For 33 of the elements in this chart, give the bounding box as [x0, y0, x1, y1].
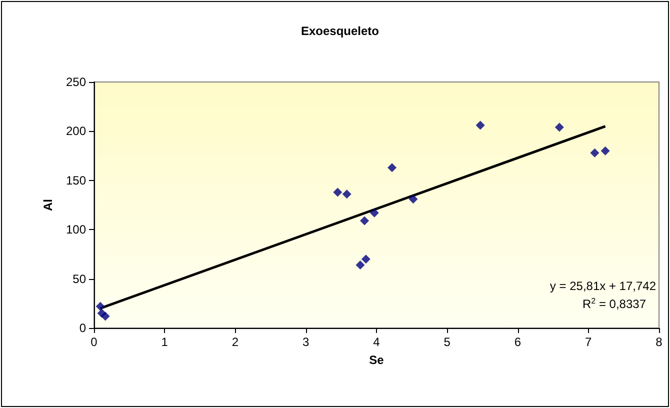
- x-tick-label: 6: [514, 335, 522, 349]
- point: [476, 120, 485, 130]
- x-tick-label: 3: [302, 335, 310, 349]
- y-tick-label: 200: [66, 124, 86, 138]
- x-tick-label: 7: [585, 335, 592, 349]
- point: [554, 122, 564, 132]
- y-tick-label: 150: [66, 173, 86, 188]
- x-tick-label: 5: [444, 335, 451, 349]
- point: [590, 148, 600, 158]
- annotation: y = 25,81x + 17,742: [550, 279, 656, 293]
- point: [361, 254, 370, 264]
- chart-title: Exoesqueleto: [300, 24, 380, 38]
- x-tick-label: 0: [90, 335, 98, 349]
- point: [408, 194, 418, 204]
- point: [600, 146, 610, 156]
- y-axis-title: Al: [41, 199, 55, 211]
- x-axis-title: Se: [369, 353, 384, 367]
- point: [342, 190, 352, 199]
- point: [96, 302, 105, 311]
- x-tick-label: 4: [373, 335, 380, 349]
- y-tick-label: 50: [72, 272, 86, 286]
- point: [333, 188, 342, 197]
- x-tick-label: 8: [656, 335, 663, 349]
- point: [388, 163, 397, 172]
- y-tick-label: 100: [66, 222, 86, 237]
- y-tick-label: 250: [66, 75, 86, 89]
- y-tick-label: 0: [79, 321, 86, 335]
- x-tick-label: 2: [232, 335, 239, 349]
- point: [360, 216, 369, 226]
- x-tick-label: 1: [161, 335, 168, 349]
- point: [356, 260, 365, 270]
- point: [370, 208, 379, 218]
- point: [100, 312, 110, 321]
